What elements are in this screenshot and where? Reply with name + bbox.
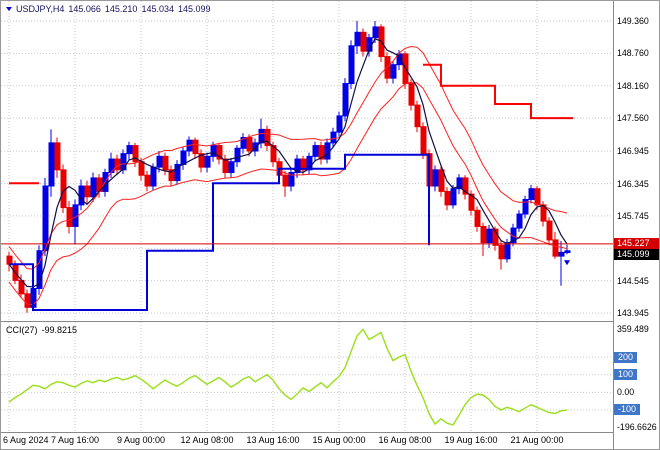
price-arrow-icon [564,260,570,266]
ohlc-open: 145.066 [68,4,101,14]
ma-line [8,38,568,288]
time-axis-label: 12 Aug 08:00 [180,435,234,445]
main-chart-panel[interactable] [1,1,613,322]
chart-title: USDJPY,H4 145.066 145.210 145.034 145.099 [6,4,215,14]
time-axis-label: 7 Aug 16:00 [51,435,100,445]
price-axis-label: 146.345 [617,179,649,189]
time-axis-label: 9 Aug 00:00 [117,435,166,445]
ohlc-low: 145.034 [141,4,174,14]
time-axis-label: 15 Aug 00:00 [312,435,366,445]
cci-level-badge: 100 [614,369,638,380]
cci-panel[interactable] [1,322,613,433]
candles [6,21,571,313]
cci-level-badge: -100 [614,404,641,415]
time-axis[interactable]: 6 Aug 2024 7 Aug 16:00 9 Aug 00:00 12 Aug 0… [1,433,613,449]
price-axis-label: 148.760 [617,48,649,58]
price-axis-label: 144.545 [617,276,649,286]
cci-indicator-title: CCI(27) -99.8215 [6,325,81,335]
price-axis-label: 148.160 [617,81,649,91]
time-axis-label: 13 Aug 16:00 [246,435,300,445]
price-axis[interactable]: 149.360 148.760 148.160 147.560 146.945 146.3… [613,1,659,449]
cci-line [8,328,568,426]
cci-axis-label: -196.6626 [617,422,657,432]
cci-indicator-value: -99.8215 [41,325,78,335]
price-axis-label: 143.945 [617,308,649,318]
price-axis-label: 147.560 [617,113,649,123]
price-marker-badge: 145.227 [614,238,659,249]
time-axis-label: 19 Aug 16:00 [444,435,498,445]
symbol-label: USDJPY,H4 [16,4,65,14]
cci-grid [1,322,613,432]
cci-indicator-label: CCI(27) [6,325,38,335]
time-axis-label: 6 Aug 2024 [3,435,49,445]
ohlc-close: 145.099 [178,4,211,14]
price-marker-badge: 145.099 [614,249,659,260]
time-axis-label: 21 Aug 00:00 [510,435,564,445]
price-axis-label: 149.360 [617,16,649,26]
envelope-lower-line [8,81,568,306]
cci-axis-label: 359.489 [617,324,649,334]
cci-axis-label: 0.00 [617,387,635,397]
price-axis-label: 146.945 [617,146,649,156]
ohlc-high: 145.210 [104,4,138,14]
time-axis-label: 16 Aug 08:00 [378,435,432,445]
symbol-marker-icon [6,7,12,11]
support-line [9,153,430,311]
resistance-line [423,63,573,120]
cci-level-badge: 200 [614,352,638,363]
price-axis-label: 145.745 [617,211,649,221]
